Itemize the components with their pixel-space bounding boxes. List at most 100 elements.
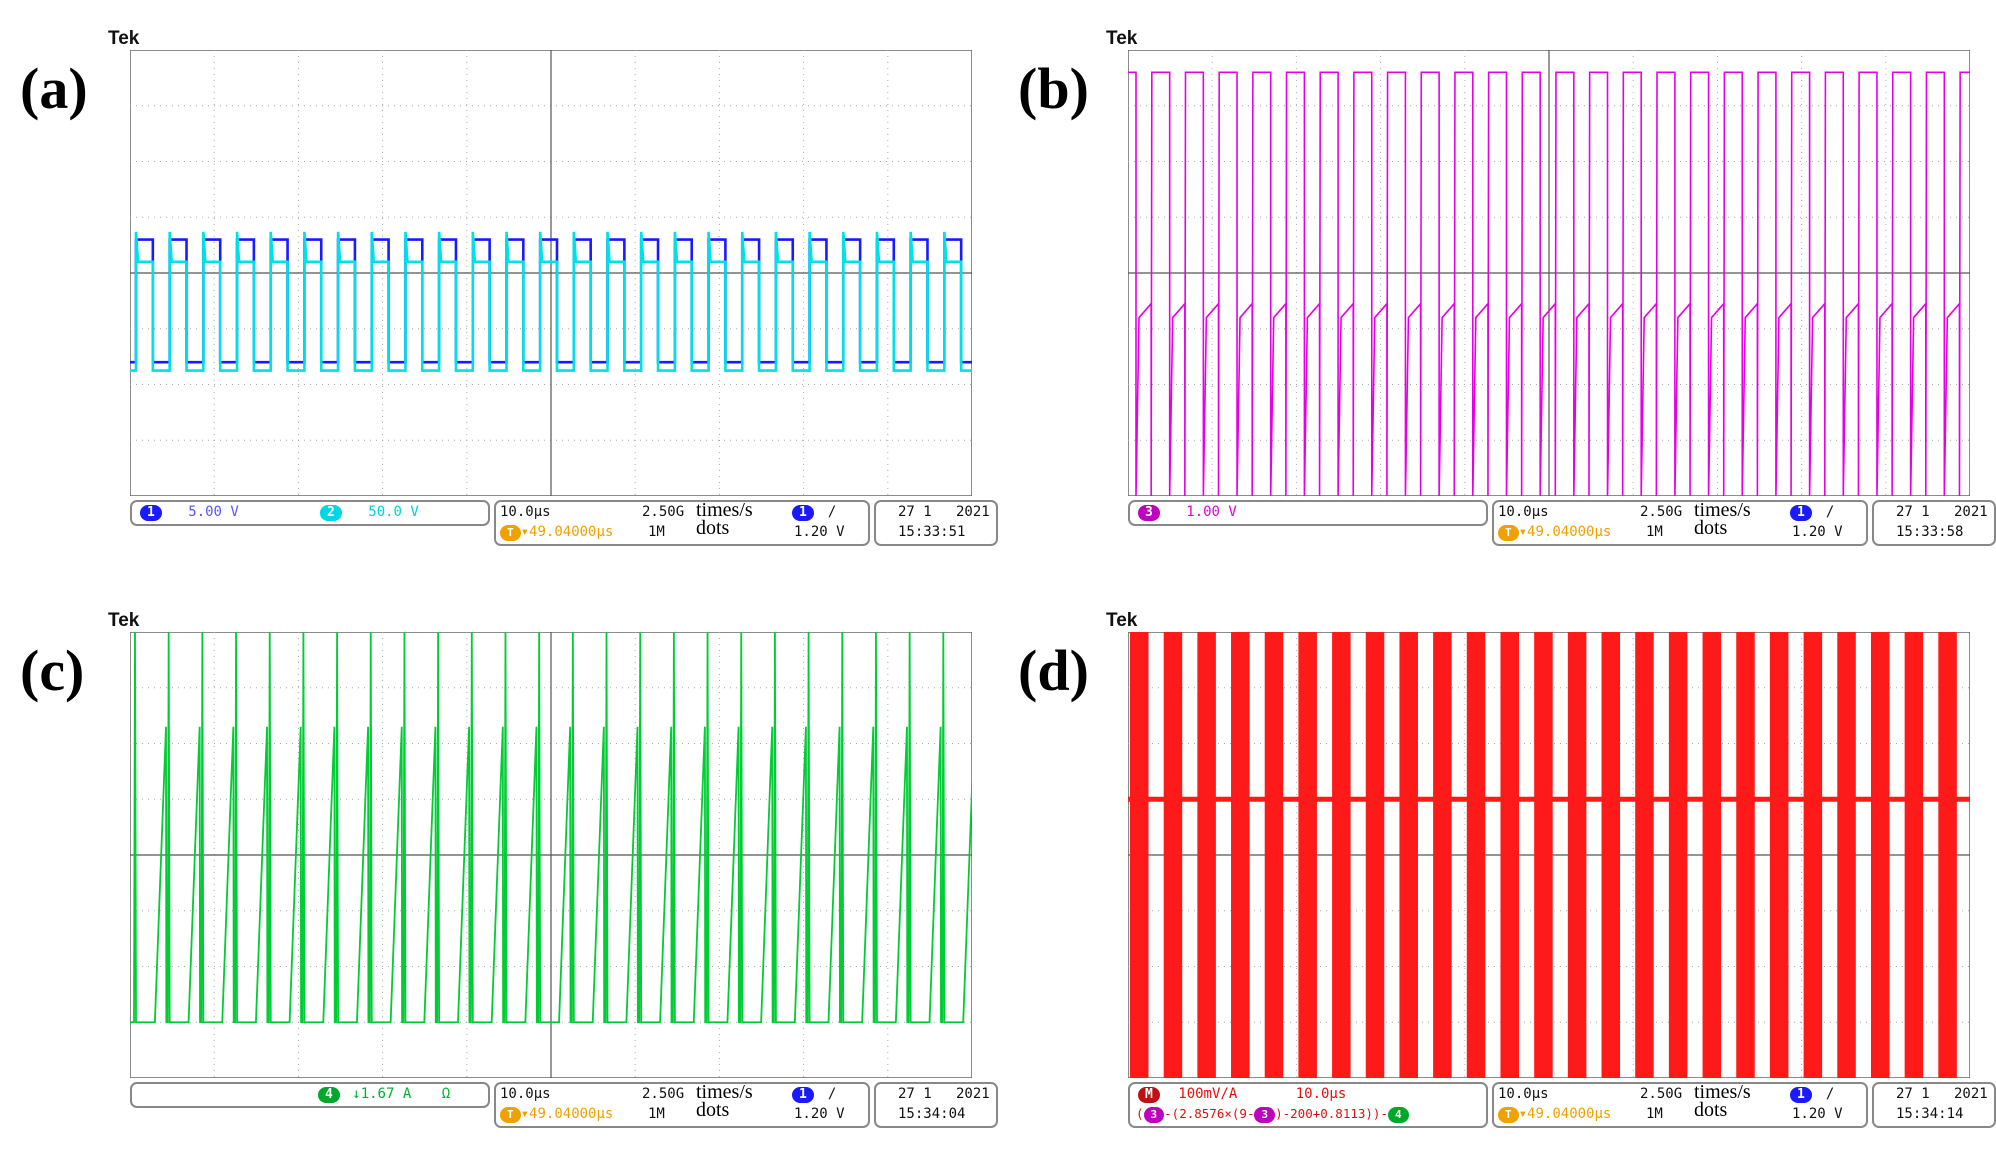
record-unit: dots [1694, 517, 1728, 539]
trigger-position: T ▾49.04000μs [1498, 1106, 1611, 1123]
trigger-slope-icon: / [1825, 504, 1835, 520]
burst-block [1534, 632, 1553, 1078]
burst-block [1567, 632, 1587, 1078]
trigger-ch-badge: 1 [1790, 505, 1812, 521]
sample-rate: 2.50G [642, 1086, 685, 1102]
scope-screen [1128, 50, 1970, 496]
record-length: 1M [1646, 524, 1663, 540]
sample-rate: 2.50G [1640, 1086, 1683, 1102]
burst-block [1466, 632, 1486, 1078]
trigger-source: 1/ [792, 1086, 836, 1103]
math-ch4-badge: 4 [1387, 1107, 1409, 1123]
math-expression-tail: )-200+0.8113))- [1275, 1106, 1388, 1121]
year: 2021 [1954, 504, 1988, 520]
trigger-source: 1/ [1790, 504, 1834, 521]
burst-block [1298, 632, 1317, 1078]
record-length: 1M [648, 524, 665, 540]
ch2-scale: 50.0 V [368, 504, 419, 520]
date: 27 1 [1896, 1086, 1930, 1102]
trigger-position-value: ▾49.04000μs [520, 524, 614, 540]
date: 27 1 [898, 504, 932, 520]
trigger-level: 1.20 V [1792, 1106, 1843, 1122]
panel-label: (d) [1018, 638, 1089, 703]
burst-block [1837, 632, 1856, 1078]
ch1-scale: 5.00 V [188, 504, 239, 520]
waveform-ch3 [1128, 71, 1970, 496]
sample-rate-unit: times/s [1694, 1081, 1751, 1103]
timebase: 10.0μs [1498, 1086, 1549, 1102]
math-expression: -(2.8576×(9- [1164, 1106, 1255, 1121]
burst-block [1635, 632, 1654, 1078]
burst-block [1365, 632, 1385, 1078]
year: 2021 [1954, 1086, 1988, 1102]
trigger-position-value: ▾49.04000μs [520, 1106, 614, 1122]
burst-block [1736, 632, 1755, 1078]
burst-block [1264, 632, 1284, 1078]
date: 27 1 [898, 1086, 932, 1102]
ch3-badge: 3 [1138, 505, 1160, 521]
ch3-scale: 1.00 V [1186, 504, 1237, 520]
burst-block [1668, 632, 1688, 1078]
burst-block [1332, 632, 1351, 1078]
date-box: 27 1 2021 15:34:04 [874, 1082, 998, 1128]
ohm-icon: Ω [441, 1086, 451, 1102]
trigger-slope-icon: / [827, 504, 837, 520]
math-ch3-badge: 3 [1143, 1107, 1165, 1123]
burst-block [1938, 632, 1957, 1078]
burst-block [1769, 632, 1789, 1078]
scope-screen [130, 632, 972, 1078]
burst-block [1702, 632, 1722, 1078]
brand-logo: Tek [1106, 28, 1138, 49]
channel-box: 4 ↓1.67 A Ω [130, 1082, 490, 1108]
sample-rate: 2.50G [1640, 504, 1683, 520]
timebase: 10.0μs [500, 504, 551, 520]
acquisition-box: 10.0μs 2.50G times/s T ▾49.04000μs 1M dots 1/1.… [1492, 499, 1868, 546]
trigger-source: 1/ [792, 504, 836, 521]
trigger-icon: T [500, 525, 521, 541]
clock-time: 15:33:58 [1896, 524, 1964, 540]
trigger-level: 1.20 V [1792, 524, 1843, 540]
record-length: 1M [1646, 1106, 1663, 1122]
math-timebase: 10.0μs [1295, 1086, 1347, 1102]
sample-rate: 2.50G [642, 504, 685, 520]
date-box: 27 1 2021 15:33:51 [874, 500, 998, 546]
channel-box: 1 5.00 V 2 50.0 V [130, 500, 490, 526]
panel-b: (b) Tek 3 1.00 V 10.0μs 2.50G times/s T ▾49.… [998, 0, 1996, 582]
ch2-badge: 2 [320, 505, 342, 521]
burst-block [1197, 632, 1216, 1078]
scope-screen [130, 50, 972, 496]
trigger-ch-badge: 1 [1790, 1087, 1812, 1103]
year: 2021 [956, 1086, 990, 1102]
trigger-level: 1.20 V [794, 1106, 845, 1122]
ch4-scale: ↓1.67 A [352, 1086, 412, 1102]
burst-block [1500, 632, 1520, 1078]
clock-time: 15:34:14 [1896, 1106, 1964, 1122]
status-bar: 1 5.00 V 2 50.0 V 10.0μs 2.50G times/s T ▾49… [130, 499, 1000, 546]
panel-label: (b) [1018, 56, 1089, 121]
record-unit: dots [696, 517, 730, 539]
record-unit: dots [1694, 1099, 1728, 1121]
burst-block [1399, 632, 1418, 1078]
burst-block [1163, 632, 1183, 1078]
record-length: 1M [648, 1106, 665, 1122]
clock-time: 15:33:51 [898, 524, 966, 540]
panel-label: (a) [20, 56, 88, 121]
panel-d: (d) Tek M 100mV/A 10.0μs (3 -(2.8576×(9- 3… [998, 582, 1996, 1164]
trigger-icon: T [1498, 525, 1519, 541]
brand-logo: Tek [108, 28, 140, 49]
acquisition-box: 10.0μs 2.50G times/s T ▾49.04000μs 1M dots 1/1.… [1492, 1081, 1868, 1128]
sample-rate-unit: times/s [696, 1081, 753, 1103]
burst-block [1870, 632, 1890, 1078]
burst-block [1130, 632, 1149, 1078]
burst-block [1803, 632, 1823, 1078]
brand-logo: Tek [1106, 610, 1138, 631]
record-unit: dots [696, 1099, 730, 1121]
trigger-slope-icon: / [827, 1086, 837, 1102]
waveform-ch4 [130, 632, 972, 1024]
trigger-position: T ▾49.04000μs [500, 1106, 613, 1123]
trigger-level: 1.20 V [794, 524, 845, 540]
trigger-icon: T [500, 1107, 521, 1123]
sample-rate-unit: times/s [696, 499, 753, 521]
math-scale: 100mV/A [1178, 1086, 1238, 1102]
panel-a: (a) Tek 1 5.00 V 2 50.0 V 10.0μs 2.50G tim… [0, 0, 998, 582]
